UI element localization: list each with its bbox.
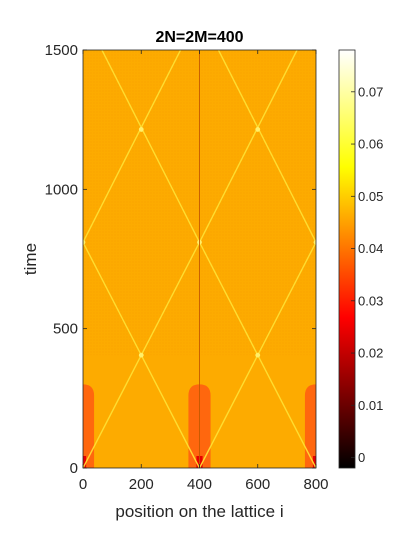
wave-front-7 <box>217 50 316 243</box>
y-tick-label: 500 <box>53 321 78 338</box>
x-tick-label: 600 <box>245 476 270 493</box>
y-tick-label: 0 <box>70 460 78 477</box>
wave-front-6 <box>198 50 298 243</box>
x-tick-label: 400 <box>187 476 212 493</box>
colorbar-tick-label: 0.06 <box>358 137 383 152</box>
colorbar-tick-label: 0.04 <box>358 241 383 256</box>
crossing-5 <box>138 127 144 132</box>
colorbar-tick-label: 0.02 <box>358 346 383 361</box>
blob-core-2 <box>312 456 316 468</box>
y-axis: 0 500 1000 1500 <box>45 42 316 477</box>
heatmap-plot-area <box>83 50 316 468</box>
wave-crossings <box>83 127 316 358</box>
crossing-1 <box>255 352 261 358</box>
colorbar-tick-label: 0.05 <box>358 189 383 204</box>
colorbar: 0 0.01 0.02 0.03 0.04 0.05 0.06 0.07 <box>338 49 383 469</box>
colorbar-ticks: 0 0.01 0.02 0.03 0.04 0.05 0.06 0.07 <box>351 84 383 465</box>
wave-front-5 <box>101 50 201 243</box>
wave-front-4 <box>83 50 182 243</box>
y-axis-label: time <box>21 243 40 275</box>
x-axis: 0 200 400 600 800 <box>79 50 329 493</box>
colorbar-tick-label: 0.01 <box>358 398 383 413</box>
crossing-0 <box>138 352 144 358</box>
y-tick-label: 1500 <box>45 42 78 59</box>
colorbar-tick-label: 0.03 <box>358 293 383 308</box>
x-tick-label: 200 <box>129 476 154 493</box>
colorbar-tick-label: 0 <box>358 450 365 465</box>
x-axis-label: position on the lattice i <box>115 502 283 521</box>
blob-core-0 <box>83 456 87 468</box>
colorbar-tick-label: 0.07 <box>358 84 383 99</box>
y-tick-label: 1000 <box>45 181 78 198</box>
blob-2 <box>304 384 316 468</box>
colorbar-frame <box>338 49 356 469</box>
blob-0 <box>83 384 95 468</box>
crossing-4 <box>313 239 316 245</box>
x-tick-label: 800 <box>303 476 328 493</box>
colorbar-gradient <box>339 50 355 468</box>
x-tick-label: 0 <box>79 476 87 493</box>
crossing-6 <box>255 127 261 132</box>
chart-title: 2N=2M=400 <box>155 29 243 46</box>
crossing-2 <box>83 239 86 245</box>
